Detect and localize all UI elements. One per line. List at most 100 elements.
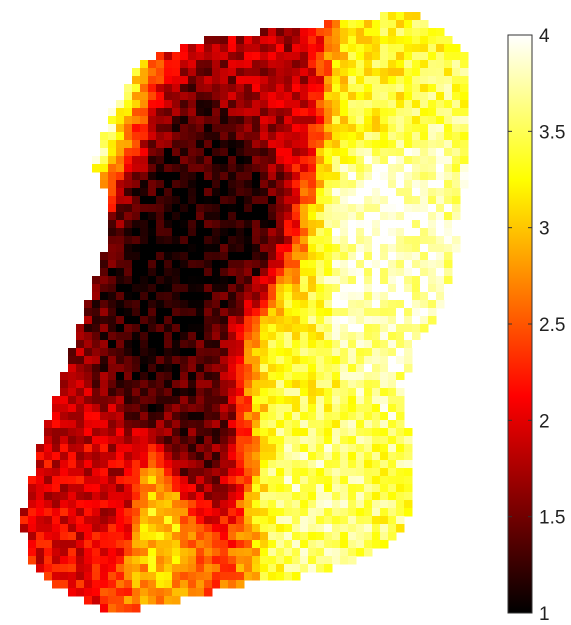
heatmap-cell: [444, 204, 453, 213]
heatmap-cell: [372, 244, 381, 253]
heatmap-cell: [132, 524, 141, 533]
heatmap-cell: [348, 36, 357, 45]
heatmap-cell: [132, 100, 141, 109]
heatmap-cell: [252, 188, 261, 197]
heatmap-cell: [452, 100, 461, 109]
heatmap-cell: [364, 68, 373, 77]
heatmap-cell: [396, 172, 405, 181]
heatmap-cell: [292, 484, 301, 493]
heatmap-cell: [284, 300, 293, 309]
heatmap-cell: [348, 52, 357, 61]
heatmap-cell: [140, 124, 149, 133]
heatmap-cell: [228, 44, 237, 53]
heatmap-cell: [132, 588, 141, 597]
heatmap-cell: [100, 484, 109, 493]
heatmap-cell: [460, 92, 469, 101]
heatmap-cell: [244, 492, 253, 501]
heatmap-cell: [308, 428, 317, 437]
heatmap-cell: [388, 524, 397, 533]
heatmap-cell: [340, 324, 349, 333]
heatmap-cell: [52, 524, 61, 533]
heatmap-cell: [28, 476, 37, 485]
heatmap-cell: [372, 524, 381, 533]
heatmap-cell: [76, 428, 85, 437]
heatmap-cell: [404, 484, 413, 493]
heatmap-cell: [132, 180, 141, 189]
heatmap-cell: [444, 196, 453, 205]
heatmap-cell: [180, 404, 189, 413]
heatmap-cell: [188, 348, 197, 357]
heatmap-cell: [52, 516, 61, 525]
heatmap-cell: [220, 548, 229, 557]
heatmap-cell: [76, 356, 85, 365]
heatmap-cell: [60, 492, 69, 501]
heatmap-cell: [332, 484, 341, 493]
heatmap-cell: [340, 388, 349, 397]
heatmap-cell: [324, 340, 333, 349]
heatmap-cell: [276, 388, 285, 397]
heatmap-cell: [364, 332, 373, 341]
heatmap-cell: [196, 76, 205, 85]
heatmap-cell: [76, 404, 85, 413]
heatmap-cell: [124, 524, 133, 533]
heatmap-cell: [412, 28, 421, 37]
heatmap-cell: [356, 548, 365, 557]
heatmap-cell: [148, 148, 157, 157]
heatmap-cell: [124, 140, 133, 149]
heatmap-cell: [292, 284, 301, 293]
heatmap-cell: [236, 188, 245, 197]
heatmap-cell: [52, 412, 61, 421]
heatmap-cell: [260, 164, 269, 173]
heatmap-cell: [404, 36, 413, 45]
heatmap-cell: [196, 460, 205, 469]
heatmap-cell: [324, 484, 333, 493]
heatmap-cell: [108, 420, 117, 429]
heatmap-cell: [372, 164, 381, 173]
heatmap-cell: [236, 196, 245, 205]
heatmap-cell: [252, 132, 261, 141]
heatmap-cell: [148, 124, 157, 133]
heatmap-cell: [420, 212, 429, 221]
heatmap-cell: [324, 76, 333, 85]
heatmap-cell: [260, 500, 269, 509]
heatmap-cell: [404, 188, 413, 197]
heatmap-cell: [348, 348, 357, 357]
heatmap-cell: [268, 564, 277, 573]
heatmap-cell: [148, 492, 157, 501]
heatmap-cell: [188, 228, 197, 237]
heatmap-cell: [84, 572, 93, 581]
heatmap-cell: [172, 276, 181, 285]
heatmap-cell: [380, 52, 389, 61]
heatmap-cell: [76, 412, 85, 421]
heatmap-cell: [460, 148, 469, 157]
heatmap-cell: [332, 100, 341, 109]
heatmap-cell: [364, 460, 373, 469]
heatmap-cell: [212, 236, 221, 245]
heatmap-cell: [420, 92, 429, 101]
heatmap-cell: [244, 564, 253, 573]
heatmap-cell: [180, 116, 189, 125]
heatmap-cell: [252, 476, 261, 485]
heatmap-cell: [220, 60, 229, 69]
heatmap-cell: [340, 532, 349, 541]
heatmap-cell: [108, 484, 117, 493]
heatmap-cell: [356, 260, 365, 269]
heatmap-cell: [412, 132, 421, 141]
heatmap-cell: [188, 60, 197, 69]
heatmap-cell: [364, 84, 373, 93]
heatmap-cell: [292, 452, 301, 461]
heatmap-cell: [92, 476, 101, 485]
heatmap-cell: [380, 316, 389, 325]
heatmap-cell: [188, 420, 197, 429]
heatmap-cell: [324, 476, 333, 485]
heatmap-cell: [268, 292, 277, 301]
heatmap-cell: [404, 180, 413, 189]
heatmap-cell: [300, 396, 309, 405]
heatmap-cell: [124, 484, 133, 493]
heatmap-cell: [156, 204, 165, 213]
heatmap-cell: [260, 188, 269, 197]
heatmap-cell: [372, 92, 381, 101]
heatmap-cell: [356, 428, 365, 437]
heatmap-cell: [348, 148, 357, 157]
heatmap-cell: [380, 404, 389, 413]
